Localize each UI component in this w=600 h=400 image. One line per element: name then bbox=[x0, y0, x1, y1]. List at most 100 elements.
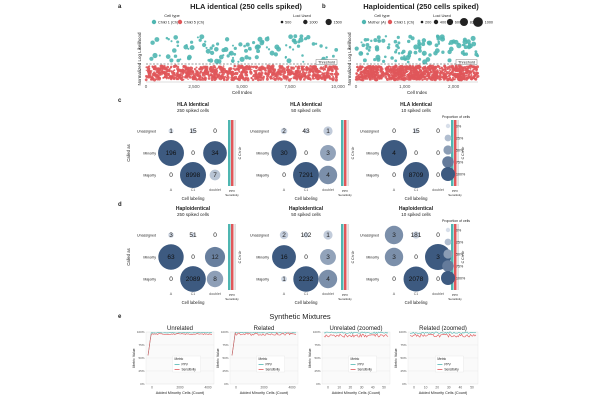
matrix-x-label: Cell labeling bbox=[295, 300, 318, 305]
scatter-point bbox=[168, 67, 171, 70]
x-axis-label: Cell Index bbox=[407, 90, 428, 95]
matrix-col-label: doublet bbox=[322, 188, 334, 192]
x-tick-label: 50 bbox=[470, 386, 474, 390]
scatter-point bbox=[283, 76, 286, 80]
scatter-point bbox=[168, 69, 171, 72]
scatter-point bbox=[290, 77, 293, 80]
scatter-point bbox=[406, 73, 409, 77]
bar-label: PPV bbox=[342, 293, 348, 297]
scatter-point bbox=[462, 49, 465, 52]
scatter-point bbox=[205, 68, 209, 72]
scatter-point bbox=[233, 52, 237, 56]
matrix-value: 0 bbox=[282, 172, 286, 179]
scatter-point bbox=[152, 52, 158, 59]
scatter-point bbox=[209, 65, 213, 69]
x-tick-label: 40 bbox=[371, 386, 375, 390]
bar-label: Sensitivity bbox=[225, 297, 239, 301]
scatter-point bbox=[389, 72, 392, 75]
side-label: C Ch Ur bbox=[351, 250, 355, 263]
scatter-point bbox=[373, 70, 375, 73]
scatter-point bbox=[328, 65, 331, 68]
matrix-col-label: C1 bbox=[414, 292, 419, 296]
scatter-point bbox=[267, 69, 270, 73]
scatter-title: HLA identical (250 cells spiked) bbox=[190, 2, 302, 11]
sensitivity-line bbox=[323, 333, 389, 338]
matrix-subtitle: 10 spiked cells bbox=[401, 108, 431, 113]
scatter-point bbox=[295, 76, 299, 79]
legend-box bbox=[256, 355, 285, 373]
scatter-point bbox=[166, 78, 168, 80]
scatter-point bbox=[168, 75, 172, 78]
scatter-point bbox=[400, 51, 404, 55]
scatter-point bbox=[263, 67, 267, 71]
side-bar bbox=[347, 224, 349, 290]
mixture-panel-title: Related bbox=[254, 326, 275, 332]
matrix-bubble bbox=[279, 230, 289, 240]
scatter-point bbox=[269, 76, 273, 80]
matrix-value: 1 bbox=[326, 232, 330, 239]
scatter-point bbox=[185, 44, 188, 47]
scatter-point bbox=[394, 59, 398, 63]
scatter-point bbox=[298, 67, 301, 70]
matrix-value: 4 bbox=[326, 276, 330, 283]
scatter-point bbox=[221, 76, 226, 80]
matrix-row-label: Unassigned bbox=[250, 234, 269, 238]
matrix-subtitle: 250 spiked cells bbox=[177, 212, 210, 217]
scatter-point bbox=[357, 67, 360, 70]
sensitivity-line bbox=[409, 333, 477, 338]
scatter-point bbox=[390, 56, 394, 60]
scatter-point bbox=[328, 69, 331, 72]
legend-title: Metric bbox=[175, 357, 184, 361]
matrix-col-label: doublet bbox=[432, 188, 444, 192]
scatter-point bbox=[363, 75, 367, 78]
matrix-y-label: Called as bbox=[126, 248, 131, 265]
scatter-point bbox=[290, 66, 292, 68]
scatter-point bbox=[254, 74, 258, 78]
scatter-point bbox=[287, 78, 292, 82]
scatter-point bbox=[427, 40, 433, 46]
scatter-point bbox=[279, 70, 281, 72]
scatter-point bbox=[424, 66, 427, 69]
scatter-point bbox=[179, 58, 182, 61]
scatter-point bbox=[252, 41, 256, 45]
y-axis-label: Metric Value bbox=[308, 348, 312, 367]
mixtures-title: Synthetic Mixtures bbox=[269, 312, 331, 321]
threshold-box bbox=[315, 59, 338, 65]
legend-size-item: 1000 bbox=[485, 21, 493, 25]
scatter-point bbox=[212, 67, 215, 70]
legend-item: PPV bbox=[358, 363, 365, 367]
scatter-point bbox=[453, 73, 456, 76]
sensitivity-bar bbox=[344, 120, 347, 186]
scatter-point bbox=[271, 68, 275, 71]
x-tick-label: 30 bbox=[360, 386, 364, 390]
sensitivity-line bbox=[231, 332, 297, 356]
matrix-row-label: Majority bbox=[256, 174, 269, 178]
legend-size-item: 600 bbox=[455, 21, 461, 25]
scatter-point bbox=[178, 75, 182, 79]
matrix-bubble bbox=[293, 162, 319, 188]
scatter-point bbox=[190, 66, 192, 68]
panel-label: c bbox=[118, 98, 122, 104]
scatter-point bbox=[297, 40, 301, 44]
scatter-point bbox=[163, 66, 167, 71]
scatter-point bbox=[367, 48, 371, 52]
scatter-point bbox=[455, 76, 457, 78]
matrix-row-label: Minority bbox=[256, 152, 269, 156]
scatter-point bbox=[368, 45, 372, 49]
x-axis-label: Cell Index bbox=[232, 90, 253, 95]
matrix-title: Haploidentical bbox=[176, 206, 211, 212]
x-tick-label: 20 bbox=[435, 386, 439, 390]
scatter-point bbox=[192, 76, 195, 78]
scatter-point bbox=[279, 77, 283, 81]
matrix-col-label: A bbox=[170, 292, 173, 296]
legend-size-dot bbox=[303, 19, 308, 25]
scatter-point bbox=[447, 72, 450, 75]
scatter-point bbox=[422, 68, 424, 71]
scatter-point bbox=[158, 77, 161, 81]
scatter-point bbox=[314, 42, 318, 45]
scatter-point bbox=[412, 73, 416, 78]
scatter-point bbox=[226, 54, 230, 58]
sensitivity-bar bbox=[454, 224, 457, 290]
y-tick-label: 75% bbox=[400, 343, 406, 347]
